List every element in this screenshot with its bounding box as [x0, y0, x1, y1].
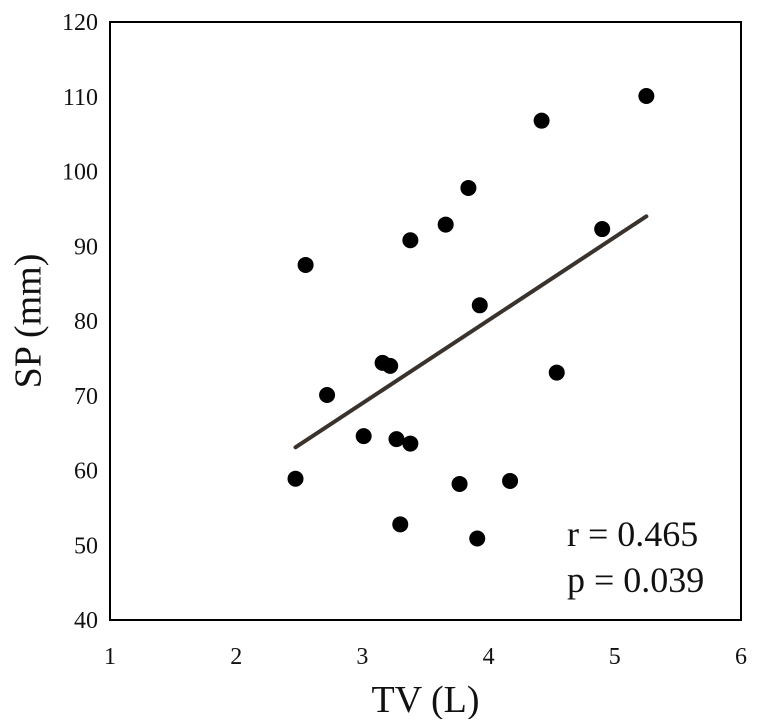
data-point: [297, 256, 314, 273]
x-tick-label: 6: [735, 644, 747, 670]
x-tick-label: 4: [483, 644, 495, 670]
data-point: [402, 435, 419, 452]
y-tick-label: 120: [62, 10, 98, 36]
p-annotation: p = 0.039: [567, 560, 704, 600]
data-point: [402, 232, 419, 249]
x-tick-label: 2: [230, 644, 242, 670]
y-tick-label: 90: [74, 234, 98, 260]
plot-frame: [109, 21, 742, 621]
y-tick-labels: 40 50 60 70 80 90 100 110 120: [62, 10, 98, 634]
data-point: [355, 428, 372, 445]
y-tick-label: 60: [74, 459, 98, 485]
y-tick-label: 110: [63, 85, 98, 111]
data-point: [548, 364, 565, 381]
data-point: [287, 470, 304, 487]
x-axis-title: TV (L): [372, 679, 480, 719]
data-point: [594, 221, 611, 238]
x-tick-label: 5: [609, 644, 621, 670]
y-axis-title: SP (mm): [8, 254, 50, 389]
data-point: [382, 357, 399, 374]
data-point: [388, 431, 405, 448]
y-tick-label: 40: [74, 608, 98, 634]
trend-line: [293, 214, 649, 450]
data-point: [437, 216, 454, 233]
y-tick-label: 50: [74, 533, 98, 559]
x-tick-labels: 1 2 3 4 5 6: [104, 644, 747, 670]
data-point: [471, 297, 488, 314]
data-point: [469, 530, 486, 547]
x-tick-label: 1: [104, 644, 116, 670]
data-point: [502, 472, 519, 489]
data-point: [319, 387, 336, 404]
x-tick-label: 3: [356, 644, 368, 670]
y-tick-label: 70: [74, 384, 98, 410]
data-point: [460, 179, 477, 196]
data-point: [392, 516, 409, 533]
data-points: [287, 88, 655, 547]
data-point: [533, 112, 550, 129]
y-tick-label: 80: [74, 309, 98, 335]
data-point: [638, 88, 655, 105]
r-annotation: r = 0.465: [567, 514, 698, 554]
data-point: [451, 475, 468, 492]
y-tick-label: 100: [62, 160, 98, 186]
